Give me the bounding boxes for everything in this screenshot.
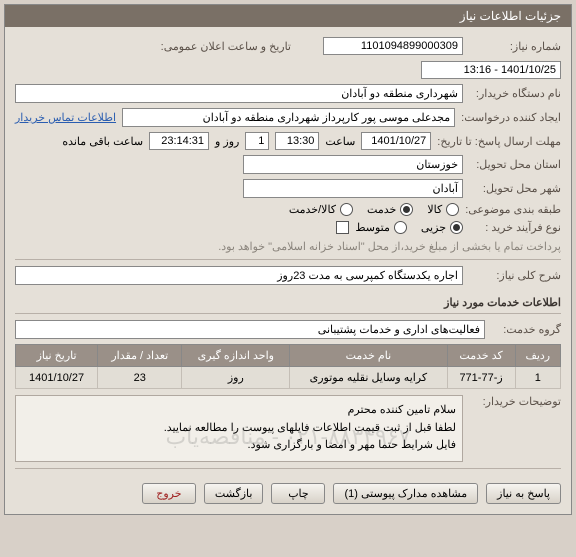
buyer-contact-link[interactable]: اطلاعات تماس خریدار [15,111,116,124]
radio-service-label: خدمت [367,203,396,216]
reply-button[interactable]: پاسخ به نیاز [486,483,561,504]
label-buyer-notes: توضیحات خریدار: [469,395,561,408]
value-province: خوزستان [243,155,463,174]
services-table: ردیف کد خدمت نام خدمت واحد اندازه گیری ت… [15,344,561,389]
th-unit: واحد اندازه گیری [182,345,290,367]
deadline-time: 13:30 [275,132,319,150]
th-date: تاریخ نیاز [16,345,98,367]
deadline-days: 1 [245,132,269,150]
table-row: 1 ز-77-771 کرایه وسایل نقلیه موتوری روز … [16,367,561,389]
value-need-number: 1101094899000309 [323,37,463,55]
panel-title: جزئیات اطلاعات نیاز [5,5,571,27]
value-service-group: فعالیت‌های اداری و خدمات پشتیبانی [15,320,485,339]
attachments-button[interactable]: مشاهده مدارک پیوستی (1) [333,483,478,504]
radio-medium[interactable]: متوسط [355,221,407,234]
label-city: شهر محل تحویل: [469,182,561,195]
exit-button[interactable]: خروج [142,483,196,504]
label-subject-class: طبقه بندی موضوعی: [465,203,561,216]
radio-goods-service-label: کالا/خدمت [289,203,336,216]
radio-goods[interactable]: کالا [427,203,459,216]
cell-name: کرایه وسایل نقلیه موتوری [290,367,447,389]
label-general-desc: شرح کلی نیاز: [469,269,561,282]
th-code: کد خدمت [447,345,515,367]
buyer-notes-box: سلام تامین کننده محترم لطفا قبل از ثبت ق… [15,395,463,462]
cell-qty: 23 [98,367,182,389]
treasury-note: پرداخت تمام یا بخشی از مبلغ خرید،از محل … [218,240,561,253]
value-buyer-org: شهرداری منطقه دو آبادان [15,84,463,103]
deadline-date: 1401/10/27 [361,132,431,150]
value-public-date: 1401/10/25 - 13:16 [421,61,561,79]
radio-partial-label: جزیی [421,221,446,234]
label-remain: ساعت باقی مانده [62,135,143,148]
label-public-date: تاریخ و ساعت اعلان عمومی: [161,40,291,53]
cell-unit: روز [182,367,290,389]
label-purchase-type: نوع فرآیند خرید : [469,221,561,234]
label-need-number: شماره نیاز: [469,40,561,53]
label-buyer-org: نام دستگاه خریدار: [469,87,561,100]
subject-class-group: کالا خدمت کالا/خدمت [289,203,459,216]
note-line-1: سلام تامین کننده محترم [22,402,456,420]
th-row: ردیف [515,345,560,367]
value-requester: مجدعلی موسی پور کارپرداز شهرداری منطقه د… [122,108,455,127]
label-service-group: گروه خدمت: [491,323,561,336]
print-button[interactable]: چاپ [271,483,325,504]
radio-service[interactable]: خدمت [367,203,413,216]
cell-date: 1401/10/27 [16,367,98,389]
label-day-and: روز و [215,135,239,148]
radio-partial[interactable]: جزیی [421,221,463,234]
label-deadline: مهلت ارسال پاسخ: تا تاریخ: [437,135,561,148]
note-line-3: فایل شرایط حتما مهر و امضا و بارگزاری شو… [22,437,456,455]
value-general-desc: اجاره یکدستگاه کمپرسی به مدت 23روز [15,266,463,285]
note-line-2: لطفا قبل از ثبت قیمت اطلاعات فایلهای پیو… [22,420,456,438]
radio-goods-service[interactable]: کالا/خدمت [289,203,353,216]
cell-idx: 1 [515,367,560,389]
label-province: استان محل تحویل: [469,158,561,171]
purchase-type-group: جزیی متوسط [355,221,463,234]
th-qty: تعداد / مقدار [98,345,182,367]
deadline-remain: 23:14:31 [149,132,209,150]
label-time: ساعت [325,135,355,148]
back-button[interactable]: بازگشت [204,483,264,504]
service-info-title: اطلاعات خدمات مورد نیاز [15,290,561,314]
radio-goods-label: کالا [427,203,442,216]
th-name: نام خدمت [290,345,447,367]
value-city: آبادان [243,179,463,198]
treasury-checkbox[interactable] [336,221,349,234]
label-requester: ایجاد کننده درخواست: [461,111,561,124]
radio-medium-label: متوسط [355,221,390,234]
cell-code: ز-77-771 [447,367,515,389]
